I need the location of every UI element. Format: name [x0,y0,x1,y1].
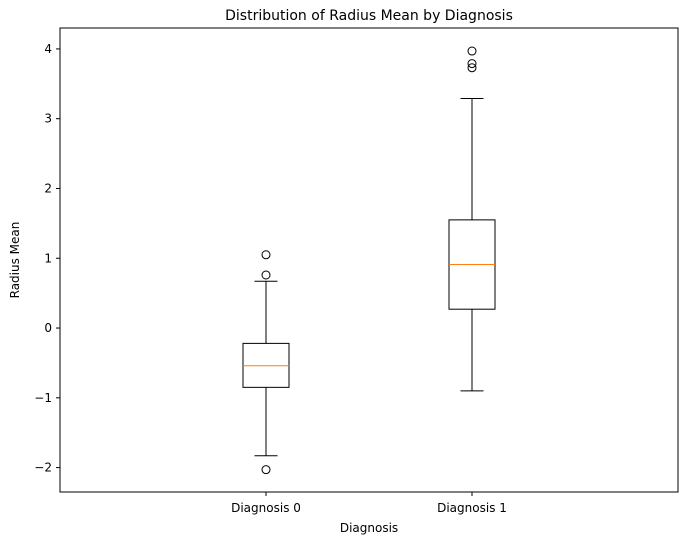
outlier-point [467,46,477,56]
box-1 [448,46,496,392]
y-tick-label: −2 [34,461,52,475]
outlier-point [261,270,271,280]
y-tick-label: 2 [44,181,52,195]
plot-area-frame [59,27,679,493]
y-axis: −2 −1 0 1 2 3 4 [34,42,60,475]
outlier-point [261,465,271,475]
y-tick-label: −1 [34,391,52,405]
x-axis: Diagnosis 0 Diagnosis 1 [231,492,507,515]
outlier-point [467,63,477,73]
x-tick-label: Diagnosis 1 [437,501,507,515]
box-0 [242,250,290,475]
outlier-point [261,250,271,260]
y-tick-label: 4 [44,42,52,56]
x-axis-label: Diagnosis [340,521,398,535]
boxes-group [242,46,496,475]
y-tick-label: 1 [44,251,52,265]
y-axis-label: Radius Mean [8,222,22,299]
y-tick-label: 3 [44,112,52,126]
chart-title: Distribution of Radius Mean by Diagnosis [225,8,513,24]
x-tick-label: Diagnosis 0 [231,501,301,515]
y-tick-label: 0 [44,321,52,335]
outlier-point [467,59,477,69]
